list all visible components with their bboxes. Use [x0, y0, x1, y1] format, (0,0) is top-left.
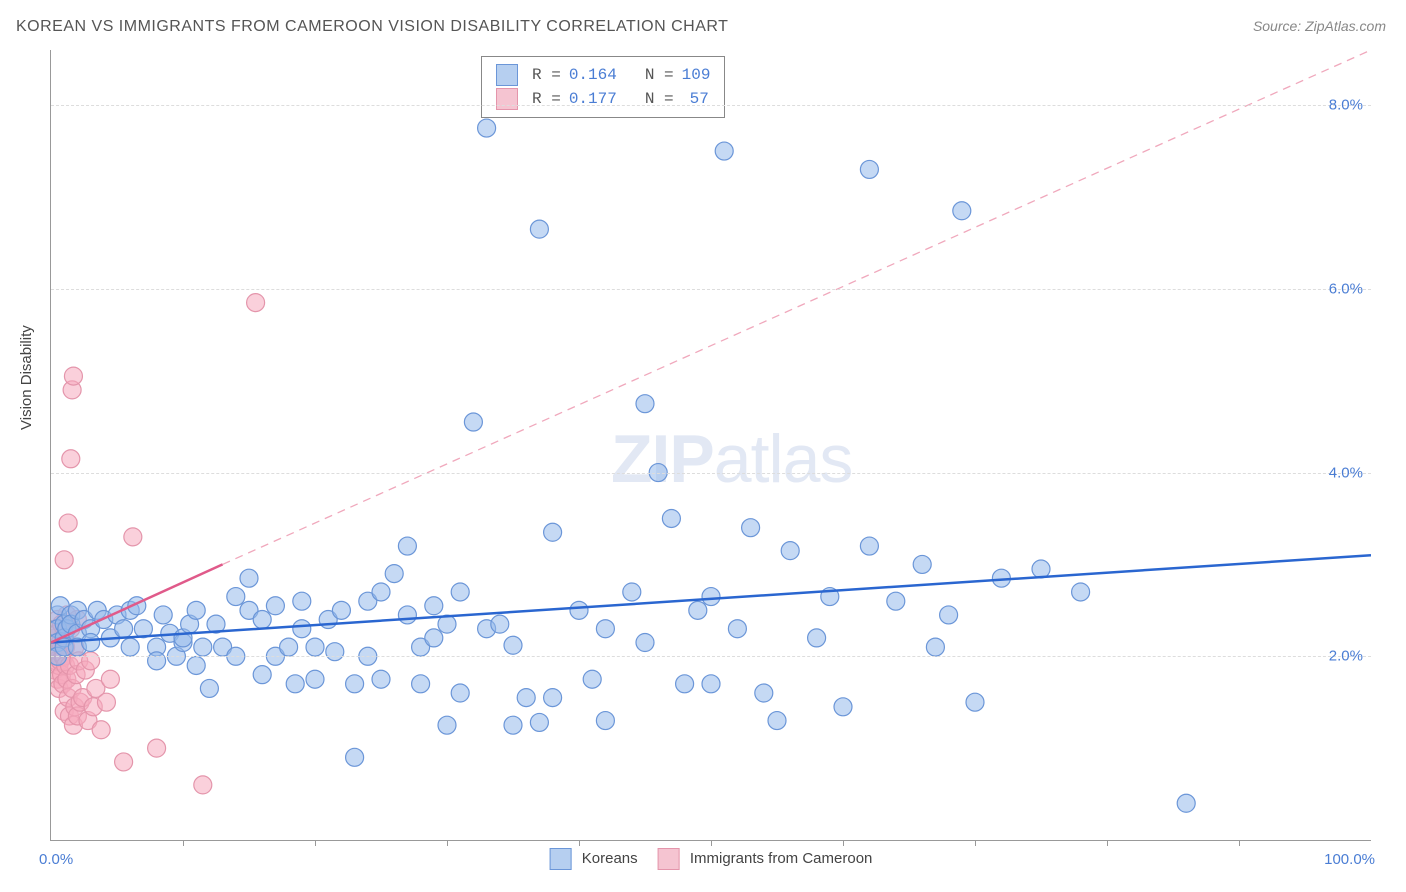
x-tick	[447, 840, 448, 846]
y-tick-label: 8.0%	[1329, 97, 1363, 114]
x-tick	[711, 840, 712, 846]
x-axis-min-label: 0.0%	[39, 851, 73, 868]
x-tick	[579, 840, 580, 846]
n-label: N =	[645, 63, 674, 87]
x-tick	[975, 840, 976, 846]
legend-row-1: R = 0.164 N = 109	[496, 63, 710, 87]
chart-title: KOREAN VS IMMIGRANTS FROM CAMEROON VISIO…	[16, 18, 728, 36]
gridline	[51, 473, 1371, 474]
x-tick	[1239, 840, 1240, 846]
legend-item-1: Koreans	[550, 848, 638, 870]
gridline	[51, 105, 1371, 106]
r-label: R =	[532, 63, 561, 87]
y-tick-label: 6.0%	[1329, 280, 1363, 297]
x-tick	[1107, 840, 1108, 846]
x-axis-max-label: 100.0%	[1324, 851, 1375, 868]
gridline	[51, 656, 1371, 657]
source-attribution: Source: ZipAtlas.com	[1253, 18, 1386, 34]
legend-swatch-blue	[496, 64, 518, 86]
legend-swatch-pink	[496, 88, 518, 110]
legend-row-2: R = 0.177 N = 57	[496, 87, 710, 111]
r-value-1: 0.164	[569, 63, 617, 87]
legend-label-2: Immigrants from Cameroon	[690, 850, 873, 867]
chart-plot-area: ZIPatlas R = 0.164 N = 109 R = 0.177 N =…	[50, 50, 1371, 841]
legend-swatch-cameroon	[658, 848, 680, 870]
correlation-legend: R = 0.164 N = 109 R = 0.177 N = 57	[481, 56, 725, 118]
series-legend: Koreans Immigrants from Cameroon	[550, 848, 873, 870]
legend-swatch-koreans	[550, 848, 572, 870]
legend-label-1: Koreans	[582, 850, 638, 867]
x-tick	[183, 840, 184, 846]
x-tick	[315, 840, 316, 846]
n-value-2: 57	[682, 87, 709, 111]
y-tick-label: 4.0%	[1329, 464, 1363, 481]
legend-item-2: Immigrants from Cameroon	[658, 848, 873, 870]
n-value-1: 109	[682, 63, 711, 87]
n-label-2: N =	[645, 87, 674, 111]
x-tick	[843, 840, 844, 846]
r-label-2: R =	[532, 87, 561, 111]
gridline	[51, 289, 1371, 290]
y-tick-label: 2.0%	[1329, 648, 1363, 665]
scatter-svg	[51, 50, 1371, 840]
y-axis-label: Vision Disability	[18, 325, 35, 430]
r-value-2: 0.177	[569, 87, 617, 111]
